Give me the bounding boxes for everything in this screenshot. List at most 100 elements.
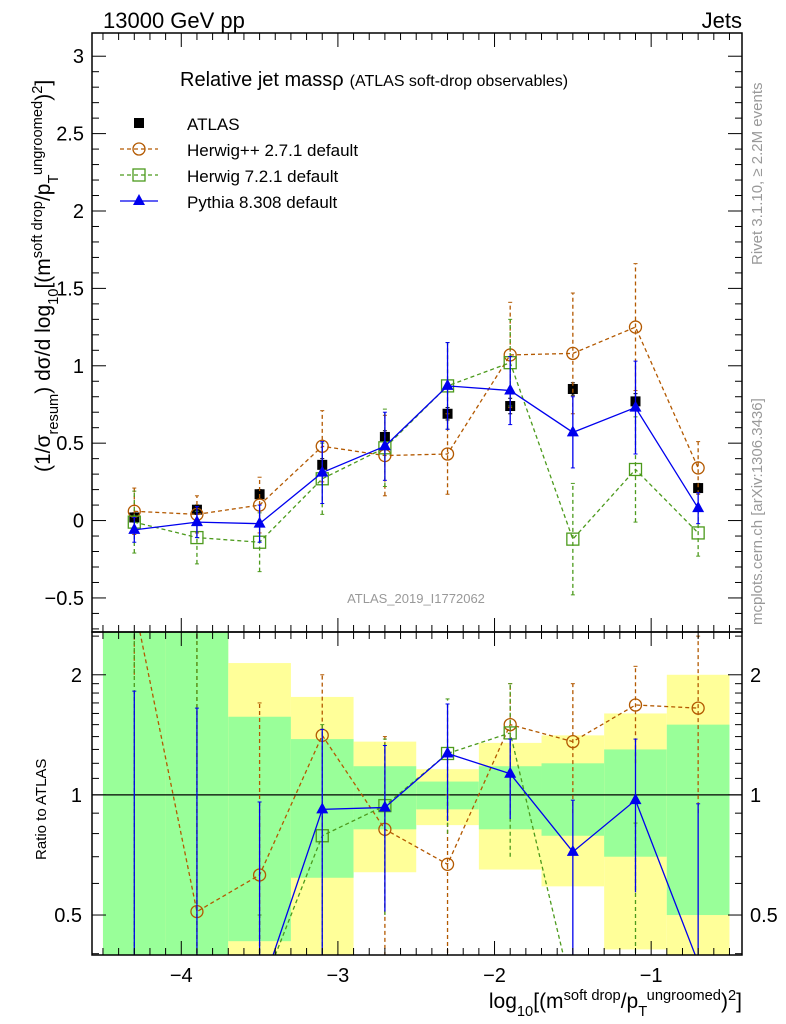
x-tick-label: −3	[326, 965, 349, 987]
data-point	[691, 526, 705, 540]
side-text-rivet: Rivet 3.1.10, ≥ 2.2M events	[749, 83, 766, 266]
data-point	[566, 425, 579, 437]
x-axis-label: log10[(msoft drop/pTungroomed)2]	[489, 988, 742, 1020]
ratio-y-tick-label-right: 2	[750, 665, 761, 687]
x-tick-label: −2	[483, 965, 506, 987]
series-herwig-2-7-1-default	[127, 263, 705, 535]
ratio-series-line	[272, 752, 696, 955]
ratio-data-point	[316, 802, 329, 814]
y-tick-label: 0	[73, 511, 84, 533]
y-tick-label: 1	[73, 356, 84, 378]
data-point	[190, 515, 203, 527]
y-axis-label-main: (1/σresum) dσ/d log10[(msoft drop/pTungr…	[30, 80, 62, 472]
y-tick-label: 1.5	[56, 278, 84, 300]
legend-label: Herwig++ 2.7.1 default	[187, 141, 358, 160]
y-tick-label: −0.5	[45, 588, 84, 610]
label-part: ungroomed	[30, 101, 46, 175]
data-point	[566, 346, 580, 361]
legend-marker	[132, 168, 146, 182]
label-part: ungroomed	[647, 988, 721, 1004]
ratio-data-point	[628, 698, 643, 712]
ratio-y-tick-label-left: 0.5	[54, 905, 82, 927]
data-point	[378, 439, 391, 451]
data-point	[628, 320, 643, 334]
label-part: 10	[517, 1004, 533, 1020]
ratio-series-line	[274, 732, 564, 955]
series-atlas	[129, 382, 704, 523]
data-point	[504, 383, 517, 395]
label-part: /p	[621, 990, 639, 1013]
x-tick-label: −4	[170, 965, 193, 987]
data-point	[629, 400, 642, 412]
label-part: ) dσ/d log	[32, 305, 55, 394]
legend: ATLAS Herwig++ 2.7.1 default Herwig 7.2.1 …	[120, 115, 358, 212]
data-point	[691, 461, 705, 475]
label-part: log	[489, 990, 517, 1013]
ratio-data-point	[691, 701, 705, 715]
legend-entry: Pythia 8.308 default	[120, 193, 338, 212]
ratio-y-tick-label-left: 1	[71, 785, 82, 807]
series-line	[134, 361, 699, 543]
title-main: Relative jet massρ	[180, 69, 344, 91]
ratio-data-point	[441, 746, 454, 758]
ratio-panel-series	[92, 632, 742, 955]
title-sub: (ATLAS soft-drop observables)	[350, 73, 568, 90]
label-part: 10	[46, 289, 62, 305]
data-point	[316, 465, 329, 477]
main-panel-series	[127, 263, 705, 596]
legend-label: ATLAS	[187, 115, 240, 134]
ratio-y-tick-label-right: 0.5	[750, 905, 778, 927]
y-tick-label: 3	[73, 46, 84, 68]
data-point	[441, 378, 454, 390]
data-point	[128, 522, 141, 534]
data-point	[253, 516, 266, 528]
label-part: ]	[32, 80, 55, 86]
label-part: 2	[728, 988, 736, 1004]
data-point	[692, 501, 705, 513]
watermark: ATLAS_2019_I1772062	[347, 591, 485, 606]
ratio-series-pythia-8-308-default	[132, 690, 701, 955]
ratio-data-point	[566, 734, 580, 749]
label-part: [(m	[32, 258, 55, 288]
label-part: soft drop	[30, 201, 46, 258]
series-pythia-8-308-default	[128, 342, 705, 543]
legend-entry: ATLAS	[134, 115, 240, 134]
ratio-data-point	[629, 793, 642, 805]
label-part: /p	[32, 184, 55, 202]
series-herwig-7-2-1-default	[127, 318, 705, 596]
x-tick-label: −1	[640, 965, 663, 987]
ratio-data-point	[504, 766, 517, 778]
data-point	[693, 483, 704, 494]
label-part: (1/σ	[32, 434, 55, 472]
legend-marker	[134, 118, 144, 128]
label-part: T	[638, 1004, 647, 1020]
label-part: )	[721, 990, 728, 1013]
series-line	[134, 385, 699, 531]
data-point	[628, 462, 643, 477]
data-point	[440, 447, 455, 461]
label-part: T	[46, 175, 62, 184]
data-point	[566, 532, 580, 546]
series-line	[134, 326, 699, 516]
label-part: resum	[46, 394, 62, 435]
ratio-y-tick-label-right: 1	[750, 785, 761, 807]
label-part: 2	[30, 86, 46, 94]
ratio-frame	[91, 631, 743, 956]
side-text-mcplots: mcplots.cern.ch [arXiv:1306.3436]	[749, 398, 766, 625]
y-tick-label: 2	[73, 201, 84, 223]
ratio-data-point	[440, 857, 455, 871]
y-axis-label-ratio: Ratio to ATLAS	[33, 759, 50, 860]
label-part: [(m	[533, 990, 563, 1013]
legend-entry: Herwig 7.2.1 default	[120, 167, 338, 186]
label-part: soft drop	[564, 988, 621, 1004]
label-part: )	[32, 94, 55, 101]
legend-marker	[133, 194, 145, 205]
legend-label: Pythia 8.308 default	[187, 193, 338, 212]
header-left: 13000 GeV pp	[103, 8, 245, 33]
legend-label: Herwig 7.2.1 default	[187, 167, 338, 186]
ratio-data-point	[566, 844, 579, 856]
ratio-series-line	[139, 632, 699, 913]
legend-marker	[132, 142, 146, 156]
ratio-data-point	[378, 800, 391, 812]
